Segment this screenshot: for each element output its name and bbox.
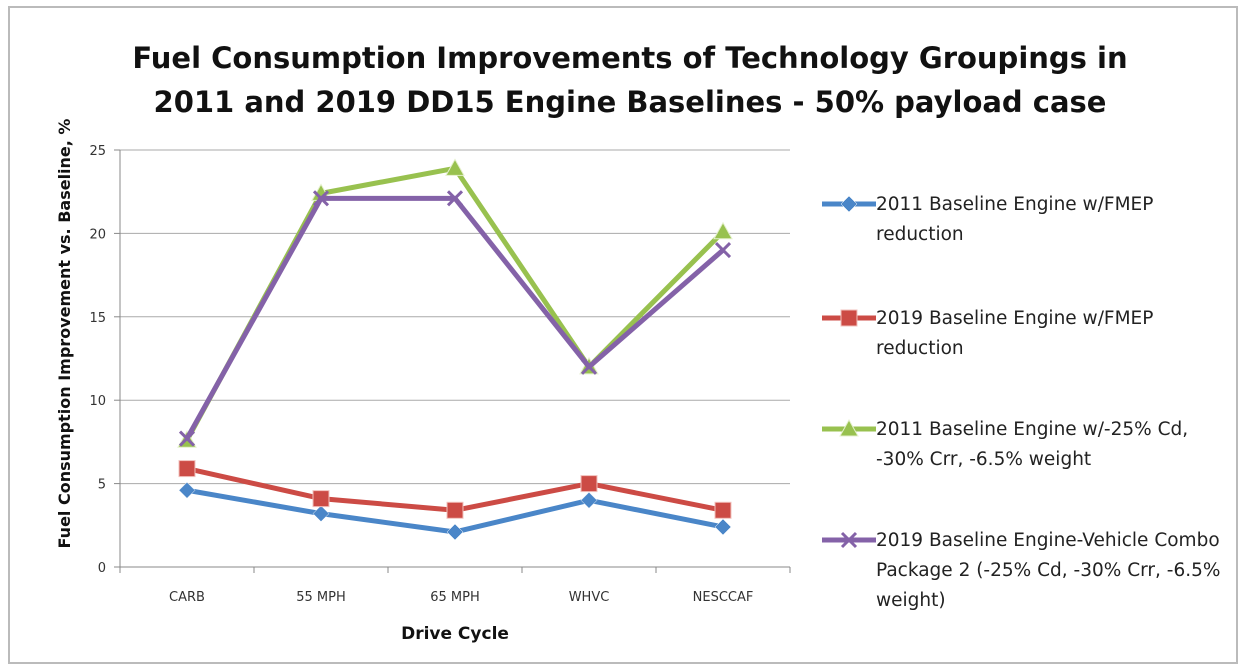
marker <box>714 518 732 536</box>
marker <box>580 475 598 493</box>
series-line <box>184 195 725 440</box>
y-tick-label: 15 <box>89 311 106 326</box>
y-tick-label: 20 <box>89 227 106 242</box>
y-tick-label: 5 <box>98 478 106 493</box>
x-tick-label: WHVC <box>569 590 610 605</box>
marker <box>312 505 330 522</box>
legend-entry: 2011 Baseline Engine w/FMEP reduction <box>876 194 1154 245</box>
marker <box>840 531 858 549</box>
marker <box>312 490 330 508</box>
x-tick-label: CARB <box>169 590 205 605</box>
marker <box>713 221 733 240</box>
marker <box>840 195 858 213</box>
legend-entry: 2011 Baseline Engine w/-25% Cd, -30% Crr… <box>876 419 1189 470</box>
frame <box>8 6 1238 664</box>
x-tick-label: NESCCAF <box>693 590 754 605</box>
marker <box>714 501 732 519</box>
marker <box>178 481 196 499</box>
marker <box>580 358 598 375</box>
marker <box>312 190 330 207</box>
series-line <box>184 165 725 442</box>
marker <box>445 158 465 176</box>
y-tick-label: 25 <box>89 144 106 159</box>
marker <box>839 418 859 437</box>
legend-entry: 2019 Baseline Engine w/FMEP reduction <box>876 308 1154 359</box>
marker <box>446 523 464 541</box>
marker <box>178 460 196 478</box>
y-tick-label: 0 <box>98 561 106 576</box>
x-axis-label: Drive Cycle <box>401 624 509 644</box>
y-tick-label: 10 <box>89 394 106 409</box>
marker <box>714 242 732 259</box>
x-tick-label: 65 MPH <box>430 590 480 605</box>
marker <box>446 501 464 519</box>
chart-title: Fuel Consumption Improvements of Technol… <box>132 41 1128 119</box>
marker <box>840 309 858 327</box>
x-tick-label: 55 MPH <box>296 590 346 605</box>
marker <box>178 430 196 447</box>
y-axis-label: Fuel Consumption Improvement vs. Baselin… <box>55 119 74 549</box>
legend-entry: 2019 Baseline Engine-Vehicle Combo Packa… <box>876 530 1221 611</box>
marker <box>446 190 464 207</box>
marker <box>580 491 598 509</box>
